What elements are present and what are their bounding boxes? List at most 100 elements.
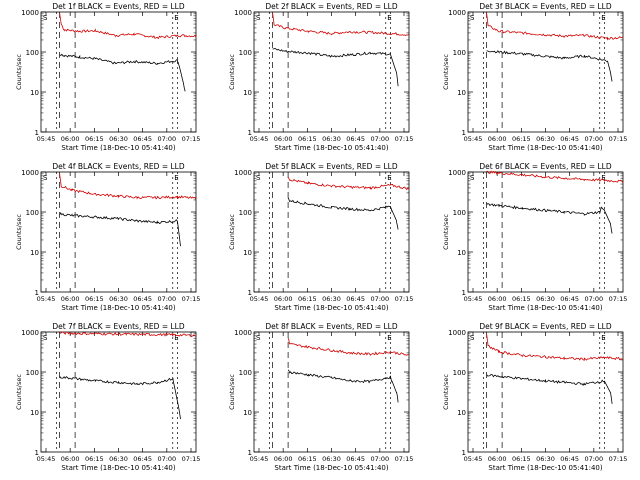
y-tick-label: 100: [26, 369, 39, 377]
start-marker: S: [470, 174, 475, 182]
x-tick-label: 06:30: [109, 135, 128, 143]
series-lld-line: [59, 331, 197, 338]
series-events-line: [287, 197, 399, 230]
x-tick-label: 06:30: [109, 295, 128, 303]
end-marker: E: [387, 14, 391, 22]
x-tick-label: 06:15: [85, 455, 104, 463]
x-tick-label: 06:15: [512, 135, 531, 143]
y-tick-label: 1: [35, 449, 39, 457]
series-lld-line: [287, 176, 410, 191]
end-marker: E: [174, 14, 178, 22]
x-tick-label: 05:45: [464, 455, 483, 463]
series-lld-line: [486, 12, 624, 41]
y-axis-label: Counts/sec: [442, 54, 450, 90]
series-lld-line: [486, 170, 624, 183]
x-tick-label: 06:45: [133, 295, 152, 303]
series-lld-line: [272, 12, 410, 36]
end-marker: E: [601, 174, 605, 182]
x-tick-label: 07:00: [157, 295, 176, 303]
x-tick-label: 07:00: [370, 295, 389, 303]
start-marker: S: [43, 174, 48, 182]
x-tick-label: 06:30: [322, 295, 341, 303]
x-axis-label: Start Time (18-Dec-10 05:41:40): [61, 464, 175, 472]
y-tick-label: 10: [457, 89, 466, 97]
x-tick-label: 06:15: [85, 295, 104, 303]
x-tick-label: 06:45: [560, 295, 579, 303]
series-events-line: [486, 50, 613, 82]
y-tick-label: 1: [462, 129, 466, 137]
x-axis-label: Start Time (18-Dec-10 05:41:40): [488, 464, 602, 472]
y-tick-label: 100: [239, 49, 252, 57]
end-marker: E: [174, 334, 178, 342]
y-axis-label: Counts/sec: [15, 54, 23, 90]
y-tick-label: 10: [457, 409, 466, 417]
x-tick-label: 06:30: [322, 135, 341, 143]
y-tick-label: 10: [457, 249, 466, 257]
panel-title: Det 9f BLACK = Events, RED = LLD: [479, 322, 612, 331]
x-axis-label: Start Time (18-Dec-10 05:41:40): [61, 304, 175, 312]
x-tick-label: 07:00: [157, 455, 176, 463]
y-tick-label: 100: [26, 209, 39, 217]
x-tick-label: 07:00: [157, 135, 176, 143]
panel-title: Det 7f BLACK = Events, RED = LLD: [52, 322, 185, 331]
panel-title: Det 3f BLACK = Events, RED = LLD: [479, 2, 612, 11]
end-marker: E: [601, 334, 605, 342]
x-tick-label: 06:30: [536, 135, 555, 143]
x-tick-label: 07:15: [395, 295, 414, 303]
x-tick-label: 07:00: [584, 135, 603, 143]
panel-det-2: Det 2f BLACK = Events, RED = LLD 1 10 100 10…: [228, 2, 413, 152]
panel-title: Det 4f BLACK = Events, RED = LLD: [52, 162, 185, 171]
x-tick-label: 06:45: [346, 135, 365, 143]
y-tick-label: 100: [239, 369, 252, 377]
x-tick-label: 06:00: [488, 455, 507, 463]
y-axis-label: Counts/sec: [228, 214, 236, 250]
x-tick-label: 07:15: [609, 135, 628, 143]
y-tick-label: 1000: [234, 169, 252, 177]
series-lld-line: [59, 173, 197, 200]
x-tick-label: 06:15: [298, 295, 317, 303]
x-axis-label: Start Time (18-Dec-10 05:41:40): [274, 304, 388, 312]
x-tick-label: 06:45: [133, 135, 152, 143]
panel-det-9: Det 9f BLACK = Events, RED = LLD 1 10 100 10…: [442, 322, 627, 472]
panel-det-4: Det 4f BLACK = Events, RED = LLD 1 10 100 10…: [15, 162, 200, 312]
y-tick-label: 1000: [234, 9, 252, 17]
y-tick-label: 1000: [448, 9, 466, 17]
series-lld-line: [59, 12, 197, 40]
end-marker: E: [387, 334, 391, 342]
x-tick-label: 06:15: [85, 135, 104, 143]
series-lld-line: [486, 333, 624, 361]
x-tick-label: 06:30: [322, 455, 341, 463]
series-events-line: [287, 369, 399, 403]
x-axis-label: Start Time (18-Dec-10 05:41:40): [274, 464, 388, 472]
y-axis-label: Counts/sec: [442, 374, 450, 410]
x-tick-label: 05:45: [250, 455, 269, 463]
x-tick-label: 07:15: [182, 455, 201, 463]
x-tick-label: 06:45: [346, 455, 365, 463]
y-axis-label: Counts/sec: [442, 214, 450, 250]
x-tick-label: 07:00: [370, 455, 389, 463]
x-tick-label: 06:00: [274, 455, 293, 463]
y-tick-label: 1000: [234, 329, 252, 337]
y-tick-label: 10: [243, 89, 252, 97]
y-tick-label: 1: [248, 449, 252, 457]
series-events-line: [486, 203, 613, 234]
y-tick-label: 100: [453, 369, 466, 377]
x-tick-label: 06:30: [536, 295, 555, 303]
y-tick-label: 1: [35, 289, 39, 297]
x-tick-label: 07:15: [609, 295, 628, 303]
start-marker: S: [256, 174, 261, 182]
y-tick-label: 1000: [21, 329, 39, 337]
panel-title: Det 6f BLACK = Events, RED = LLD: [479, 162, 612, 171]
series-events-line: [59, 53, 186, 92]
y-tick-label: 1000: [448, 169, 466, 177]
x-tick-label: 06:00: [61, 295, 80, 303]
x-tick-label: 07:15: [395, 135, 414, 143]
panel-title: Det 2f BLACK = Events, RED = LLD: [265, 2, 398, 11]
y-tick-label: 100: [453, 209, 466, 217]
panel-det-3: Det 3f BLACK = Events, RED = LLD 1 10 100 10…: [442, 2, 627, 152]
panel-det-6: Det 6f BLACK = Events, RED = LLD 1 10 100 10…: [442, 162, 627, 312]
y-tick-label: 1000: [448, 329, 466, 337]
x-tick-label: 06:45: [346, 295, 365, 303]
x-tick-label: 06:30: [536, 455, 555, 463]
